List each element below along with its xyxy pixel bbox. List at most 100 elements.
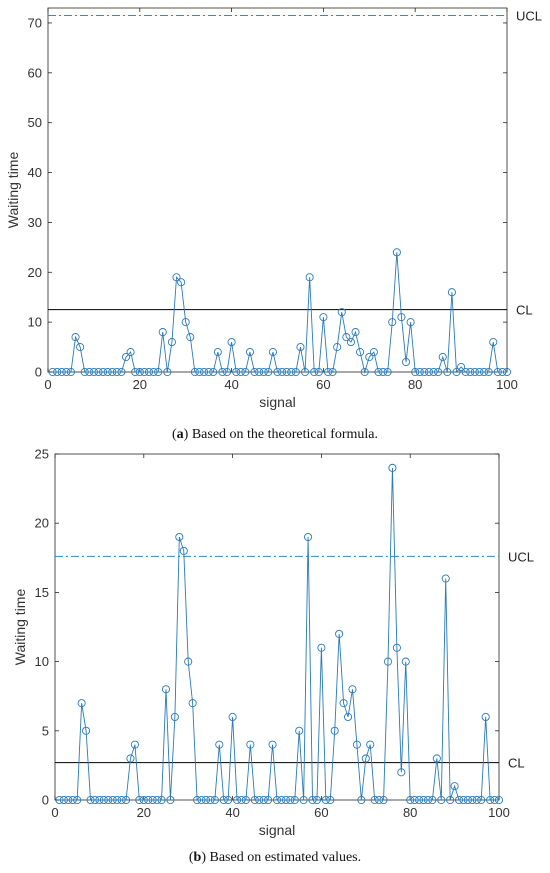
data-point — [415, 795, 424, 805]
y-tick-label: 0 — [35, 365, 42, 380]
data-point — [479, 367, 489, 377]
data-point — [255, 367, 264, 377]
data-point — [259, 795, 268, 805]
y-tick-label: 70 — [28, 15, 42, 30]
data-point — [441, 574, 450, 583]
y-axis-label: Waiting time — [5, 152, 21, 229]
data-point — [446, 795, 455, 805]
data-point — [104, 795, 113, 805]
cl-label: CL — [508, 756, 525, 771]
data-point — [55, 795, 64, 805]
data-point — [337, 308, 346, 317]
data-point — [450, 782, 459, 791]
data-point — [53, 367, 62, 377]
data-point — [282, 367, 291, 377]
data-point — [210, 795, 219, 805]
data-point — [99, 795, 108, 805]
data-point — [375, 795, 384, 805]
data-point — [470, 367, 479, 377]
data-point — [99, 367, 108, 377]
data-point — [228, 712, 237, 722]
data-point — [388, 318, 397, 327]
data-point — [140, 367, 149, 377]
data-point — [195, 367, 204, 377]
data-point — [397, 313, 406, 322]
data-point — [463, 795, 472, 805]
caption-letter: a — [177, 427, 184, 442]
data-point — [175, 532, 184, 542]
data-point — [457, 362, 466, 372]
data-point — [330, 726, 339, 735]
data-point — [209, 367, 218, 377]
data-point — [295, 726, 304, 735]
data-point — [86, 795, 95, 805]
data-point — [277, 795, 286, 805]
data-point — [286, 795, 295, 805]
data-point — [452, 367, 461, 377]
x-tick-label: 60 — [316, 377, 330, 392]
data-point — [335, 629, 344, 638]
data-point — [388, 463, 397, 472]
x-tick-label: 0 — [44, 377, 51, 392]
data-point — [290, 795, 299, 805]
data-point — [406, 318, 415, 327]
data-point — [264, 367, 273, 377]
data-point — [94, 367, 103, 377]
data-point — [170, 712, 179, 722]
data-point — [319, 313, 328, 322]
x-tick-label: 20 — [133, 377, 147, 392]
data-point — [77, 699, 86, 708]
data-point — [135, 795, 144, 805]
data-point — [237, 795, 246, 805]
data-point — [144, 795, 153, 805]
y-tick-label: 60 — [28, 65, 42, 80]
data-point — [108, 367, 117, 377]
data-point — [264, 795, 273, 805]
data-point — [172, 273, 181, 282]
data-point — [434, 367, 443, 377]
data-point — [321, 795, 330, 805]
data-point — [245, 348, 255, 357]
data-point — [227, 338, 236, 347]
x-tick-label: 0 — [51, 805, 58, 820]
x-tick-label: 60 — [314, 805, 328, 820]
data-point — [296, 343, 305, 352]
data-point — [352, 740, 361, 749]
data-point — [432, 754, 441, 763]
data-point — [351, 328, 360, 337]
data-point — [273, 367, 282, 377]
data-point — [113, 795, 122, 805]
data-point — [304, 532, 313, 542]
data-point — [71, 333, 80, 342]
data-point — [68, 795, 77, 805]
data-point — [397, 768, 406, 777]
data-point — [166, 795, 175, 805]
data-point — [90, 795, 100, 805]
data-point — [139, 795, 148, 805]
series-line — [59, 467, 499, 801]
data-point — [66, 367, 75, 377]
data-point — [356, 348, 365, 357]
data-point — [481, 712, 490, 722]
data-point — [472, 795, 481, 805]
ucl-label: UCL — [516, 8, 542, 23]
data-point — [428, 795, 437, 805]
data-point — [287, 367, 296, 377]
data-point — [360, 367, 369, 377]
data-point — [204, 367, 213, 377]
cl-label: CL — [516, 303, 533, 318]
data-point — [339, 699, 348, 708]
data-point — [268, 348, 277, 357]
data-point — [489, 338, 498, 347]
data-point — [193, 795, 202, 805]
data-point — [374, 367, 383, 377]
data-point — [201, 795, 211, 805]
caption-text: Based on the theoretical formula. — [192, 427, 378, 442]
data-point — [461, 367, 470, 377]
data-point — [477, 795, 486, 805]
data-point — [117, 367, 126, 377]
caption-text: Based on estimated values. — [210, 850, 362, 865]
data-point — [157, 795, 166, 805]
y-tick-label: 10 — [35, 654, 49, 669]
data-point — [454, 795, 464, 805]
